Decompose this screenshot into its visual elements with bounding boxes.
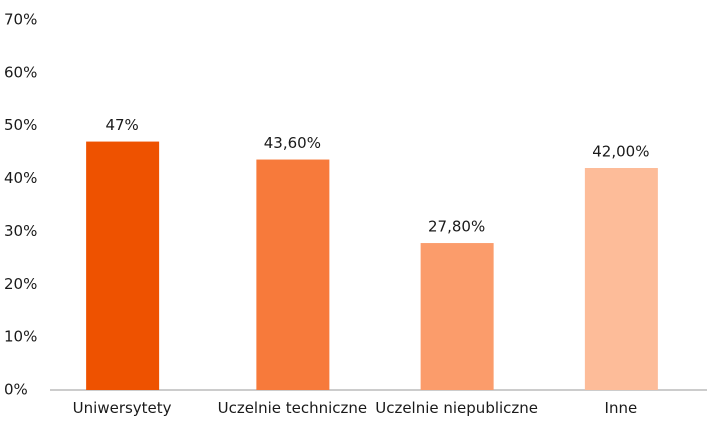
x-tick-label: Inne (604, 399, 638, 417)
y-tick-label: 70% (4, 11, 37, 29)
value-label: 27,80% (428, 218, 485, 236)
y-tick-label: 30% (4, 222, 37, 240)
y-tick-label: 60% (4, 63, 37, 81)
value-label: 43,60% (264, 134, 321, 152)
x-tick-label: Uczelnie niepubliczne (375, 399, 539, 417)
value-label: 42,00% (592, 143, 649, 161)
y-tick-label: 0% (4, 381, 28, 399)
x-tick-label: Uczelnie techniczne (217, 399, 368, 417)
bar (86, 141, 160, 390)
bar (256, 159, 330, 390)
bar (420, 243, 494, 390)
value-label: 47% (105, 116, 138, 134)
x-tick-label: Uniwersytety (72, 399, 172, 417)
y-tick-label: 10% (4, 328, 37, 346)
y-tick-label: 50% (4, 116, 37, 134)
bar (584, 168, 658, 390)
y-tick-label: 40% (4, 169, 37, 187)
y-tick-label: 20% (4, 275, 37, 293)
